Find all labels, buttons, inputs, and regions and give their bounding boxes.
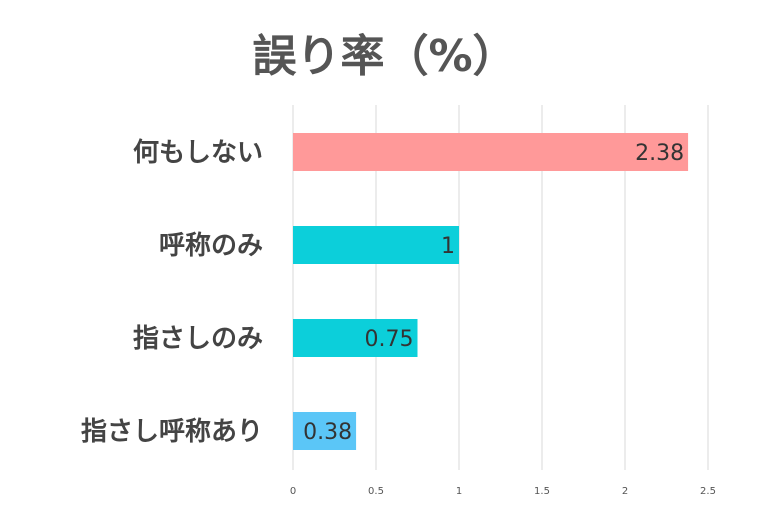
x-tick-label: 0 (290, 486, 296, 497)
data-label: 1 (441, 234, 455, 259)
data-label: 0.75 (365, 327, 414, 352)
bars (293, 133, 689, 450)
bar (293, 319, 418, 357)
x-axis-ticks: 0 0.5 1 1.5 2 2.5 (290, 486, 716, 497)
data-label: 0.38 (303, 420, 352, 445)
x-tick-label: 0.5 (368, 486, 384, 497)
chart-title: 誤り率（%） (252, 31, 517, 82)
x-tick-label: 1 (456, 486, 462, 497)
bar (293, 412, 357, 450)
x-tick-label: 2 (622, 486, 628, 497)
data-label: 2.38 (635, 141, 684, 166)
x-tick-label: 2.5 (700, 486, 716, 497)
data-labels: 2.38 1 0.75 0.38 (303, 141, 684, 445)
category-label: 何もしない (133, 138, 263, 168)
bar (293, 133, 689, 171)
category-label: 指さしのみ (133, 324, 263, 354)
bar (293, 226, 459, 264)
x-tick-label: 1.5 (534, 486, 550, 497)
category-label: 呼称のみ (159, 231, 263, 261)
category-label: 指さし呼称あり (81, 417, 263, 447)
